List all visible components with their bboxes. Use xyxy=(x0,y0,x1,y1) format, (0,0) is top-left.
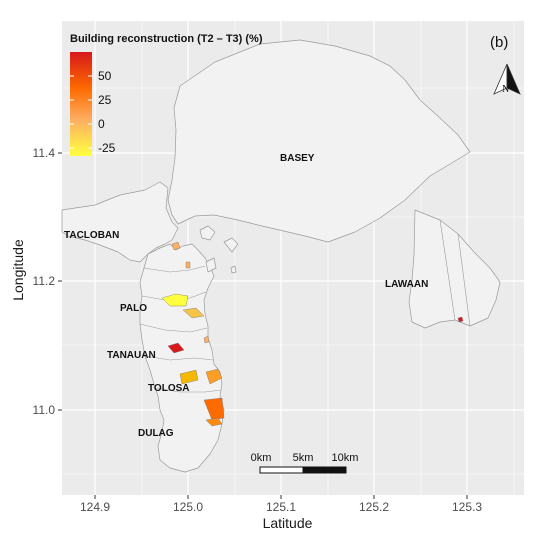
basey-polygon xyxy=(167,39,471,243)
legend-colorbar xyxy=(70,52,92,156)
legend-tick-label: 50 xyxy=(98,69,112,83)
place-label-dulag: DULAG xyxy=(138,428,174,439)
place-label-palo: PALO xyxy=(120,303,147,314)
scale-bar-label: 0km xyxy=(251,452,272,464)
place-label-tacloban: TACLOBAN xyxy=(64,230,119,241)
panel-label: (b) xyxy=(490,34,508,51)
x-axis-title: Latitude xyxy=(262,515,313,531)
x-tick-label: 125.3 xyxy=(452,500,482,514)
y-tick-label: 11.2 xyxy=(33,274,56,288)
x-tick-label: 125.2 xyxy=(359,500,389,514)
reconstruction-polygon xyxy=(182,307,205,319)
land-polygons xyxy=(61,39,501,473)
place-label-tanauan: TANAUAN xyxy=(107,350,156,361)
reconstruction-polygon xyxy=(167,342,185,354)
island-3 xyxy=(205,257,217,273)
island-4 xyxy=(230,265,237,274)
reconstruction-polygon xyxy=(205,417,223,427)
x-axis-title-wrap: Latitude xyxy=(0,515,547,531)
reconstruction-polygon xyxy=(457,316,464,323)
legend-tick-label: 25 xyxy=(98,93,112,107)
legend-tick-label: -25 xyxy=(98,141,116,155)
reconstruction-polygons xyxy=(161,241,464,427)
reconstruction-polygon xyxy=(171,241,181,251)
y-tick-label: 11.0 xyxy=(33,403,56,417)
place-labels: BASEY TACLOBAN LAWAAN PALO TANAUAN TOLOS… xyxy=(64,153,428,439)
scale-bar-label: 5km xyxy=(293,452,314,464)
axis-ticks xyxy=(58,152,468,499)
reconstruction-polygon xyxy=(185,261,191,269)
x-tick-label: 125.1 xyxy=(266,500,296,514)
north-arrow-icon: N xyxy=(493,63,521,95)
island-1 xyxy=(199,225,216,241)
legend-title: Building reconstruction (T2 – T3) (%) xyxy=(70,33,263,45)
north-arrow-label: N xyxy=(502,84,509,95)
x-tick-label: 125.0 xyxy=(173,500,203,514)
reconstruction-polygon xyxy=(179,369,199,385)
place-label-basey: BASEY xyxy=(280,153,315,164)
place-label-lawaan: LAWAAN xyxy=(385,279,428,290)
reconstruction-polygon xyxy=(203,397,225,421)
y-tick-label: 11.4 xyxy=(33,146,56,160)
tacloban-polygon xyxy=(61,181,179,263)
place-label-tolosa: TOLOSA xyxy=(148,383,189,394)
reconstruction-polygon xyxy=(205,368,223,385)
scale-bar: 0km 5km 10km xyxy=(251,452,359,474)
y-axis-title: Longitude xyxy=(10,239,26,301)
legend: Building reconstruction (T2 – T3) (%) 50… xyxy=(70,33,263,156)
x-tick-label: 124.9 xyxy=(80,500,110,514)
island-2 xyxy=(223,237,239,253)
scale-bar-label: 10km xyxy=(332,452,359,464)
legend-tick-label: 0 xyxy=(98,117,105,131)
reconstruction-polygon xyxy=(161,293,189,307)
reconstruction-polygon xyxy=(203,335,210,344)
y-axis-title-wrap: Longitude xyxy=(6,239,28,301)
admin-boundaries xyxy=(139,219,471,393)
